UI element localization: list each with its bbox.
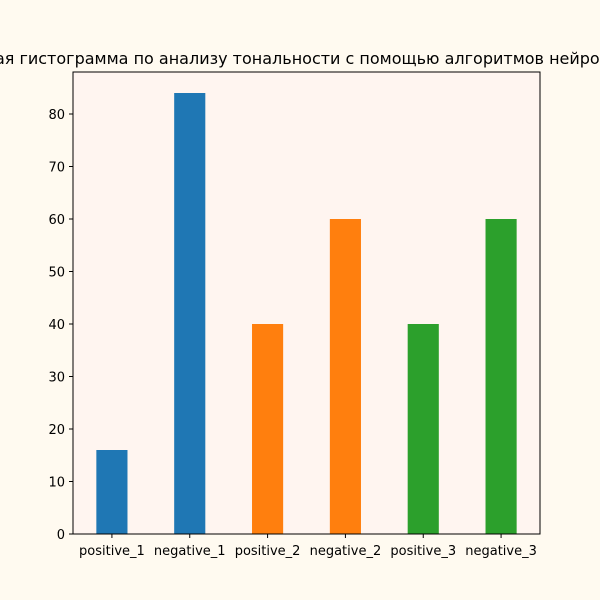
y-tick-label: 60 bbox=[48, 213, 65, 228]
bar-positive_3 bbox=[407, 324, 439, 534]
bar-positive_2 bbox=[252, 324, 284, 534]
x-tick-label: positive_3 bbox=[390, 544, 456, 559]
y-tick-label: 30 bbox=[48, 371, 65, 386]
plot-area bbox=[73, 72, 540, 534]
y-tick-label: 80 bbox=[48, 108, 65, 123]
y-tick-label: 20 bbox=[48, 423, 65, 438]
bars-group bbox=[96, 93, 517, 534]
plot-frame bbox=[72, 71, 541, 535]
y-tick-label: 40 bbox=[48, 318, 65, 333]
x-tick-label: negative_2 bbox=[310, 544, 382, 559]
y-axis: 0 10 20 30 40 50 60 70 80 bbox=[48, 108, 73, 543]
chart-title: Столбчатая гистограмма по анализу тональ… bbox=[0, 49, 600, 68]
bar-negative_1 bbox=[174, 93, 206, 534]
x-tick-label: positive_2 bbox=[235, 544, 301, 559]
y-tick-label: 10 bbox=[48, 476, 65, 491]
y-tick-label: 50 bbox=[48, 266, 65, 281]
x-tick-label: negative_3 bbox=[465, 544, 537, 559]
y-tick-label: 70 bbox=[48, 161, 65, 176]
y-tick-label: 0 bbox=[57, 528, 65, 543]
x-axis: positive_1 negative_1 positive_2 negative_2… bbox=[79, 534, 537, 559]
x-tick-label: positive_1 bbox=[79, 544, 145, 559]
bar-negative_2 bbox=[329, 219, 361, 534]
bar-negative_3 bbox=[485, 219, 517, 534]
bar-positive_1 bbox=[96, 450, 128, 534]
x-tick-label: negative_1 bbox=[154, 544, 226, 559]
